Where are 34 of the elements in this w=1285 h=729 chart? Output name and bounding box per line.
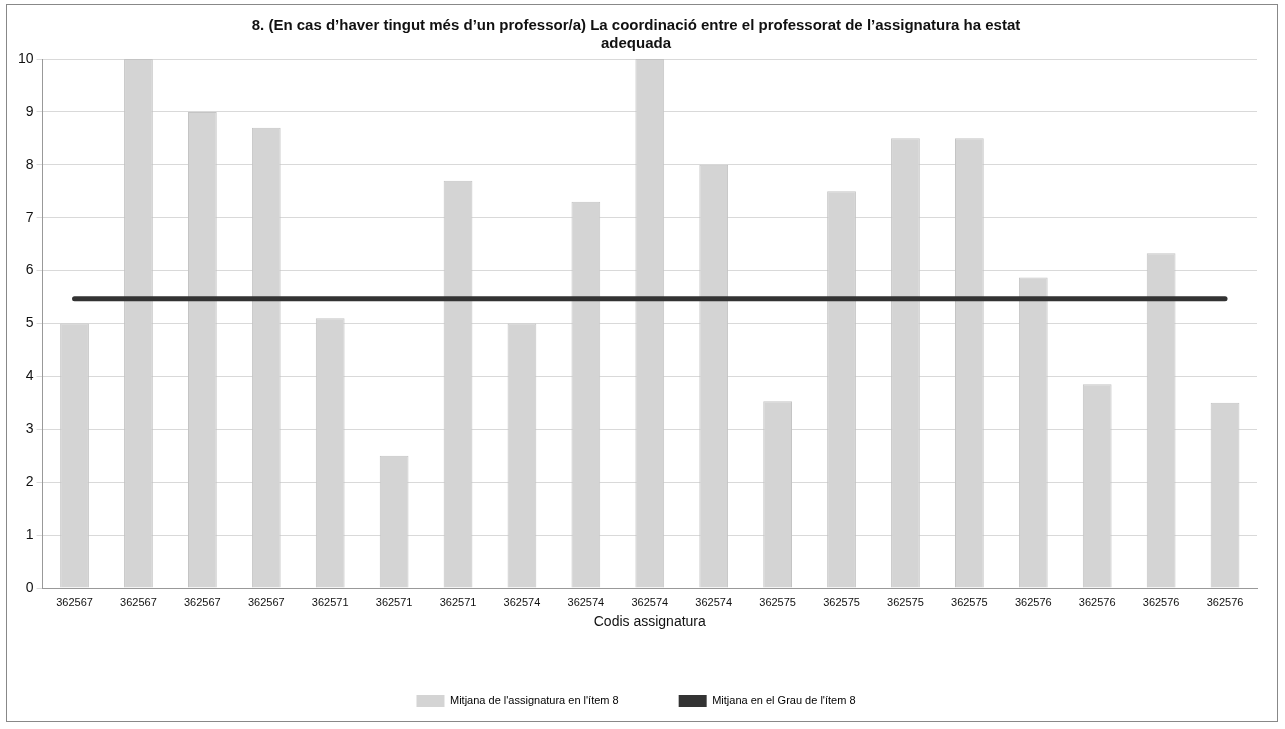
y-tick-label: 7 — [25, 208, 34, 225]
y-tick-label: 3 — [25, 420, 34, 437]
y-tick-label: 0 — [25, 578, 34, 595]
x-tick-label: 362575 — [887, 595, 924, 608]
legend-label: Mitjana en el Grau de l'ítem 8 — [712, 694, 856, 707]
y-tick-label: 1 — [25, 525, 34, 542]
legend-label: Mitjana de l'assignatura en l'ítem 8 — [449, 694, 619, 707]
x-tick-label: 362571 — [439, 595, 477, 608]
y-tick-label: 8 — [25, 155, 34, 172]
chart-title: 8. (En cas d’haver tingut més d’un professor/a) La coordinació entre el professorat de l’assignatura ha estat adequada — [251, 16, 1021, 52]
x-tick-label: 362576 — [1078, 595, 1116, 608]
y-tick-label: 2 — [25, 473, 34, 490]
x-tick-label: 362567 — [184, 595, 221, 608]
x-tick-label: 362571 — [311, 595, 349, 608]
x-tick-label: 362567 — [247, 595, 285, 608]
x-tick-label: 362574 — [503, 595, 541, 608]
x-axis-title: Codis assignatura — [593, 613, 707, 630]
x-tick-label: 362576 — [1014, 595, 1052, 608]
x-tick-label: 362571 — [375, 595, 413, 608]
x-tick-label: 362567 — [56, 595, 93, 608]
y-tick-label: 6 — [25, 261, 34, 278]
x-tick-label: 362575 — [951, 595, 988, 608]
x-tick-label: 362576 — [1142, 595, 1180, 608]
y-tick-label: 5 — [25, 314, 34, 331]
y-tick-label: 10 — [17, 49, 34, 66]
y-tick-label: 9 — [25, 102, 34, 119]
x-tick-label: 362574 — [631, 595, 669, 608]
x-tick-label: 362574 — [567, 595, 605, 608]
x-tick-label: 362567 — [120, 595, 157, 608]
x-tick-label: 362575 — [759, 595, 796, 608]
x-tick-label: 362575 — [823, 595, 860, 608]
y-tick-label: 4 — [25, 367, 34, 384]
x-tick-label: 362576 — [1206, 595, 1244, 608]
x-tick-label: 362574 — [695, 595, 733, 608]
